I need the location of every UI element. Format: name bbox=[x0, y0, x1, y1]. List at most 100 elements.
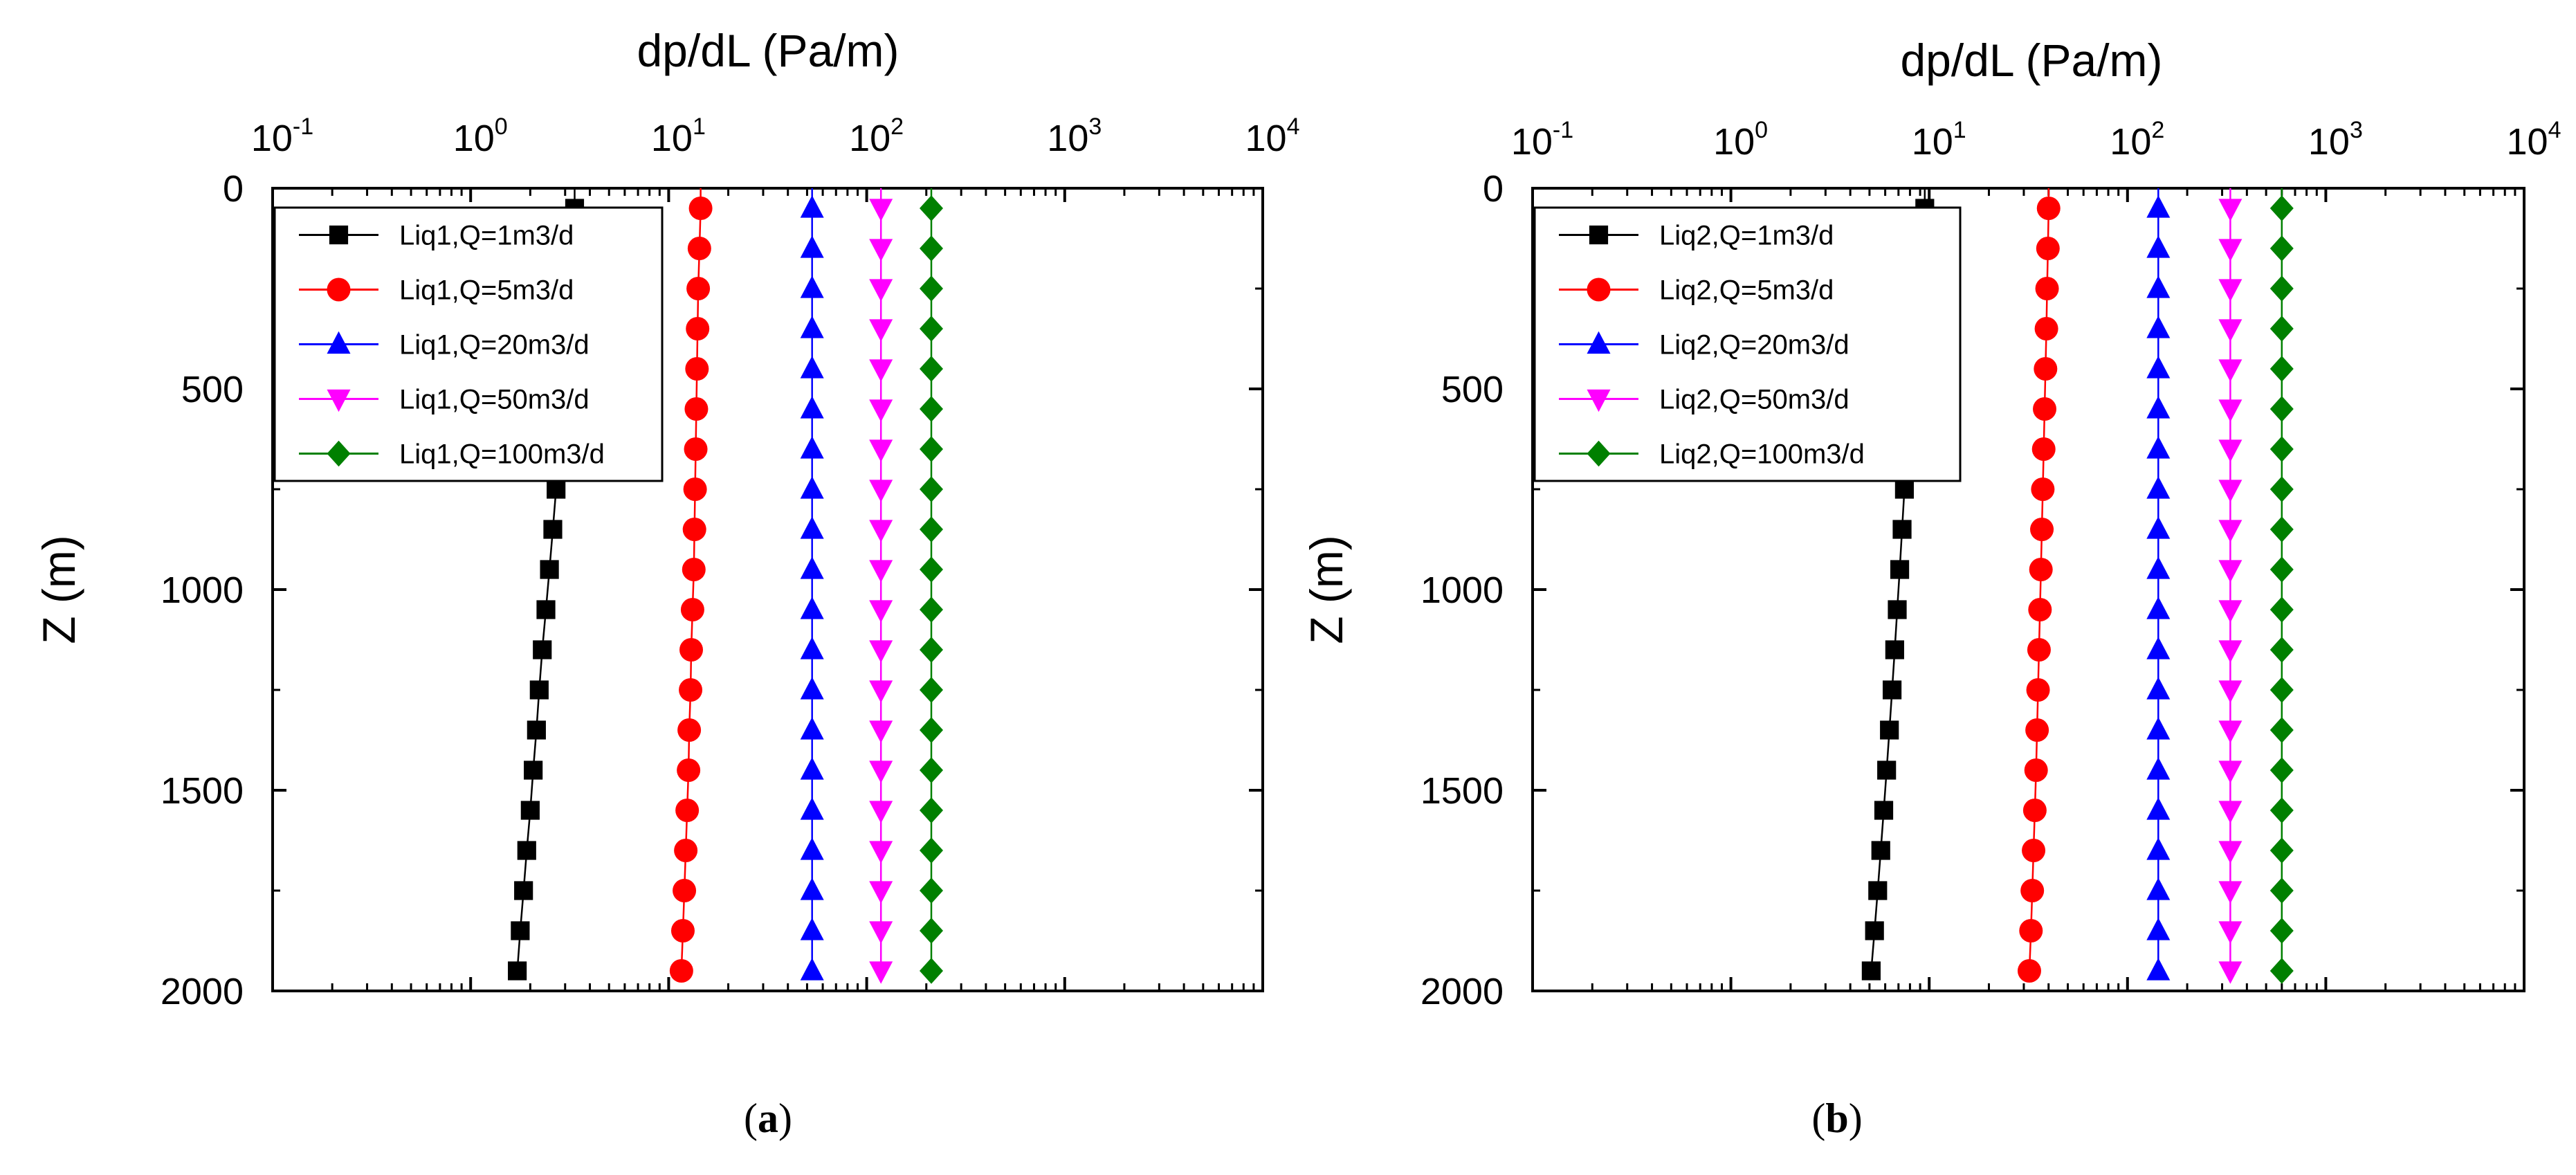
data-point bbox=[2146, 717, 2171, 740]
data-point bbox=[919, 396, 943, 422]
data-point bbox=[2019, 919, 2043, 942]
x-tick-base: 10 bbox=[2507, 121, 2548, 163]
data-point bbox=[800, 476, 824, 499]
x-tick-base: 10 bbox=[1713, 121, 1755, 163]
x-tick-base: 10 bbox=[251, 118, 293, 159]
data-point bbox=[1882, 680, 1902, 700]
y-tick-label: 1000 bbox=[161, 570, 244, 611]
legend-marker bbox=[1587, 331, 1611, 354]
data-point bbox=[800, 316, 824, 338]
legend: Liq1,Q=1m3/d Liq1,Q=5m3/d Liq1,Q=20m3/d Liq… bbox=[273, 206, 664, 482]
data-point bbox=[800, 556, 824, 579]
data-point bbox=[669, 959, 693, 983]
data-point bbox=[674, 839, 698, 862]
x-tick-base: 10 bbox=[651, 118, 693, 159]
data-point bbox=[869, 319, 893, 342]
data-point bbox=[533, 640, 552, 659]
data-point bbox=[869, 760, 893, 783]
data-point bbox=[919, 436, 943, 462]
legend-label: Liq2,Q=1m3/d bbox=[1659, 221, 1834, 251]
legend-marker bbox=[327, 440, 351, 467]
panel-label-close: ) bbox=[1849, 1095, 1863, 1141]
x-tick-label: 104 bbox=[2507, 117, 2561, 163]
data-point bbox=[1877, 760, 1897, 780]
data-point bbox=[919, 235, 943, 262]
chart-panel-b: 10-1 100 101 102 103 1040500100015002000dp/dL… bbox=[1301, 35, 2561, 1141]
x-tick-label: 104 bbox=[1245, 113, 1300, 159]
data-point bbox=[524, 760, 543, 780]
data-point bbox=[919, 757, 943, 783]
data-point bbox=[2146, 837, 2171, 860]
y-tick-label: 2000 bbox=[161, 971, 244, 1012]
data-point bbox=[680, 598, 704, 621]
data-point bbox=[2269, 396, 2294, 422]
data-point bbox=[2024, 758, 2048, 782]
data-point bbox=[2218, 841, 2242, 864]
data-point bbox=[2218, 640, 2242, 663]
x-tick-label: 101 bbox=[651, 113, 706, 159]
series-2 bbox=[669, 188, 713, 983]
data-point bbox=[2030, 518, 2054, 541]
data-point bbox=[800, 637, 824, 659]
data-point bbox=[919, 316, 943, 342]
data-point bbox=[2269, 556, 2294, 583]
data-point bbox=[919, 717, 943, 743]
data-point bbox=[2146, 476, 2171, 499]
data-point bbox=[919, 596, 943, 623]
x-tick-exponent: 3 bbox=[2350, 117, 2363, 143]
data-point bbox=[675, 799, 700, 822]
data-point bbox=[2017, 959, 2041, 983]
x-tick-exponent: 4 bbox=[1287, 113, 1300, 140]
data-point bbox=[685, 357, 709, 381]
data-point bbox=[869, 399, 893, 422]
x-tick-base: 10 bbox=[453, 118, 495, 159]
data-point bbox=[1894, 480, 1914, 499]
x-axis-title: dp/dL (Pa/m) bbox=[637, 25, 899, 76]
data-point bbox=[684, 397, 709, 421]
data-point bbox=[800, 837, 824, 860]
x-tick-base: 10 bbox=[2110, 121, 2151, 163]
panel-label-open: ( bbox=[1811, 1095, 1825, 1141]
y-tick-label: 1500 bbox=[1421, 770, 1504, 812]
data-point bbox=[1874, 801, 1894, 820]
data-point bbox=[2218, 359, 2242, 382]
legend-marker bbox=[327, 389, 351, 412]
legend-marker bbox=[327, 277, 351, 302]
data-point bbox=[800, 396, 824, 419]
data-point bbox=[919, 677, 943, 703]
data-point bbox=[1892, 520, 1912, 539]
data-point bbox=[800, 677, 824, 700]
data-point bbox=[2029, 558, 2053, 581]
data-point bbox=[869, 239, 893, 262]
y-axis-title: Z (m) bbox=[33, 535, 84, 644]
data-point bbox=[869, 921, 893, 944]
data-point bbox=[514, 881, 533, 900]
data-point bbox=[869, 359, 893, 382]
x-tick-exponent: 1 bbox=[1953, 117, 1966, 143]
data-point bbox=[919, 556, 943, 583]
data-point bbox=[2146, 316, 2171, 338]
x-tick-label: 100 bbox=[1713, 117, 1768, 163]
series-4 bbox=[869, 188, 893, 984]
data-point bbox=[2269, 316, 2294, 342]
x-tick-exponent: 2 bbox=[2151, 117, 2164, 143]
data-point bbox=[2218, 680, 2242, 703]
data-point bbox=[677, 718, 702, 742]
data-point bbox=[869, 279, 893, 302]
data-point bbox=[540, 560, 559, 579]
data-point bbox=[2146, 275, 2171, 298]
data-point bbox=[919, 356, 943, 382]
y-tick-label: 500 bbox=[1441, 369, 1504, 410]
x-tick-exponent: -1 bbox=[293, 113, 313, 140]
data-point bbox=[1888, 600, 1907, 619]
series-3 bbox=[2146, 188, 2171, 981]
panel-label: (a) bbox=[744, 1095, 792, 1141]
data-point bbox=[2218, 480, 2242, 502]
data-point bbox=[2146, 596, 2171, 619]
series-5 bbox=[2269, 188, 2294, 984]
legend-label: Liq1,Q=1m3/d bbox=[399, 221, 574, 251]
data-point bbox=[800, 195, 824, 218]
data-point bbox=[2146, 677, 2171, 700]
data-point bbox=[2026, 678, 2050, 702]
